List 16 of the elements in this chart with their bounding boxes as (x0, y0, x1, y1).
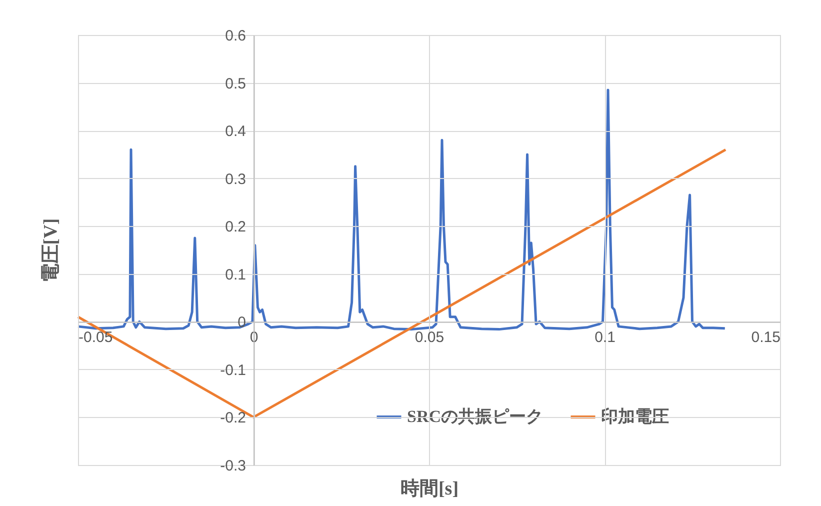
line-series (76, 88, 726, 331)
y-tick-label: 0.4 (225, 123, 246, 140)
y-tick-label: 0.3 (225, 170, 246, 188)
x-tick-label: 0.15 (751, 329, 780, 346)
y-tick-label: 0.1 (225, 266, 246, 284)
y-tick-label: 0.5 (225, 75, 246, 92)
y-axis-title: 電圧[V] (40, 218, 62, 283)
x-tick-label: 0.1 (594, 329, 616, 346)
y-tick-label: 0.2 (225, 218, 246, 236)
x-tick-label: 0.05 (414, 329, 444, 346)
x-tick-label: -0.05 (78, 329, 113, 346)
y-tick-label: 0.6 (225, 28, 246, 44)
y-tick-label: -0.1 (220, 362, 246, 379)
x-axis-title: 時間[s] (400, 478, 459, 500)
y-tick-label: -0.3 (220, 458, 246, 474)
y-tick-label: -0.2 (220, 410, 246, 427)
